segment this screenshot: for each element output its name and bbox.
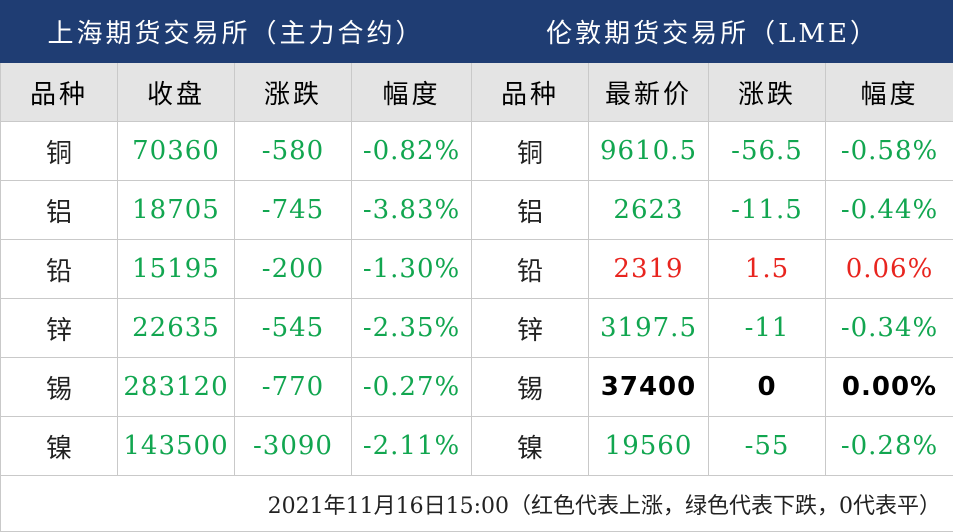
table-row: 铝 18705 -745 -3.83% 铝 2623 -11.5 -0.44% [1, 181, 953, 240]
shfe-variety: 锌 [1, 299, 118, 358]
lme-header-price: 最新价 [589, 63, 709, 122]
lme-header-pct: 幅度 [826, 63, 953, 122]
shfe-variety: 锡 [1, 358, 118, 417]
lme-pct: 0.06% [826, 240, 953, 299]
lme-change: 0 [709, 358, 826, 417]
lme-price: 9610.5 [589, 122, 709, 181]
lme-price: 3197.5 [589, 299, 709, 358]
lme-pct: -0.58% [826, 122, 953, 181]
shfe-pct: -2.35% [352, 299, 472, 358]
shfe-change: -745 [235, 181, 352, 240]
table-row: 铜 70360 -580 -0.82% 铜 9610.5 -56.5 -0.58… [1, 122, 953, 181]
shfe-variety: 铅 [1, 240, 118, 299]
shfe-header-change: 涨跌 [235, 63, 352, 122]
table-row: 锡 283120 -770 -0.27% 锡 37400 0 0.00% [1, 358, 953, 417]
shfe-close: 18705 [118, 181, 235, 240]
lme-change: -11 [709, 299, 826, 358]
shfe-change: -3090 [235, 417, 352, 476]
shfe-close: 283120 [118, 358, 235, 417]
shfe-change: -770 [235, 358, 352, 417]
shfe-close: 22635 [118, 299, 235, 358]
footnote-row: 2021年11月16日15:00（红色代表上涨，绿色代表下跌，0代表平） [1, 476, 953, 532]
shfe-pct: -0.82% [352, 122, 472, 181]
lme-variety: 铅 [472, 240, 589, 299]
shfe-change: -580 [235, 122, 352, 181]
shfe-change: -545 [235, 299, 352, 358]
lme-variety: 镍 [472, 417, 589, 476]
table-row: 铅 15195 -200 -1.30% 铅 2319 1.5 0.06% [1, 240, 953, 299]
lme-price: 2319 [589, 240, 709, 299]
lme-change: 1.5 [709, 240, 826, 299]
shfe-change: -200 [235, 240, 352, 299]
shfe-variety: 铝 [1, 181, 118, 240]
lme-title: 伦敦期货交易所（LME） [472, 1, 953, 63]
table-row: 锌 22635 -545 -2.35% 锌 3197.5 -11 -0.34% [1, 299, 953, 358]
shfe-pct: -0.27% [352, 358, 472, 417]
exchange-title-row: 上海期货交易所（主力合约） 伦敦期货交易所（LME） [1, 1, 953, 63]
lme-price: 2623 [589, 181, 709, 240]
lme-variety: 锌 [472, 299, 589, 358]
column-header-row: 品种 收盘 涨跌 幅度 品种 最新价 涨跌 幅度 [1, 63, 953, 122]
lme-change: -56.5 [709, 122, 826, 181]
lme-header-change: 涨跌 [709, 63, 826, 122]
shfe-title: 上海期货交易所（主力合约） [1, 1, 472, 63]
shfe-variety: 镍 [1, 417, 118, 476]
shfe-header-close: 收盘 [118, 63, 235, 122]
shfe-close: 143500 [118, 417, 235, 476]
shfe-close: 15195 [118, 240, 235, 299]
shfe-close: 70360 [118, 122, 235, 181]
lme-change: -11.5 [709, 181, 826, 240]
lme-pct: 0.00% [826, 358, 953, 417]
lme-price: 37400 [589, 358, 709, 417]
lme-change: -55 [709, 417, 826, 476]
lme-pct: -0.28% [826, 417, 953, 476]
lme-pct: -0.44% [826, 181, 953, 240]
shfe-pct: -1.30% [352, 240, 472, 299]
lme-pct: -0.34% [826, 299, 953, 358]
footnote: 2021年11月16日15:00（红色代表上涨，绿色代表下跌，0代表平） [1, 476, 953, 532]
lme-variety: 锡 [472, 358, 589, 417]
table-row: 镍 143500 -3090 -2.11% 镍 19560 -55 -0.28% [1, 417, 953, 476]
shfe-header-pct: 幅度 [352, 63, 472, 122]
lme-header-variety: 品种 [472, 63, 589, 122]
shfe-header-variety: 品种 [1, 63, 118, 122]
shfe-pct: -3.83% [352, 181, 472, 240]
shfe-pct: -2.11% [352, 417, 472, 476]
lme-price: 19560 [589, 417, 709, 476]
lme-variety: 铜 [472, 122, 589, 181]
shfe-variety: 铜 [1, 122, 118, 181]
lme-variety: 铝 [472, 181, 589, 240]
